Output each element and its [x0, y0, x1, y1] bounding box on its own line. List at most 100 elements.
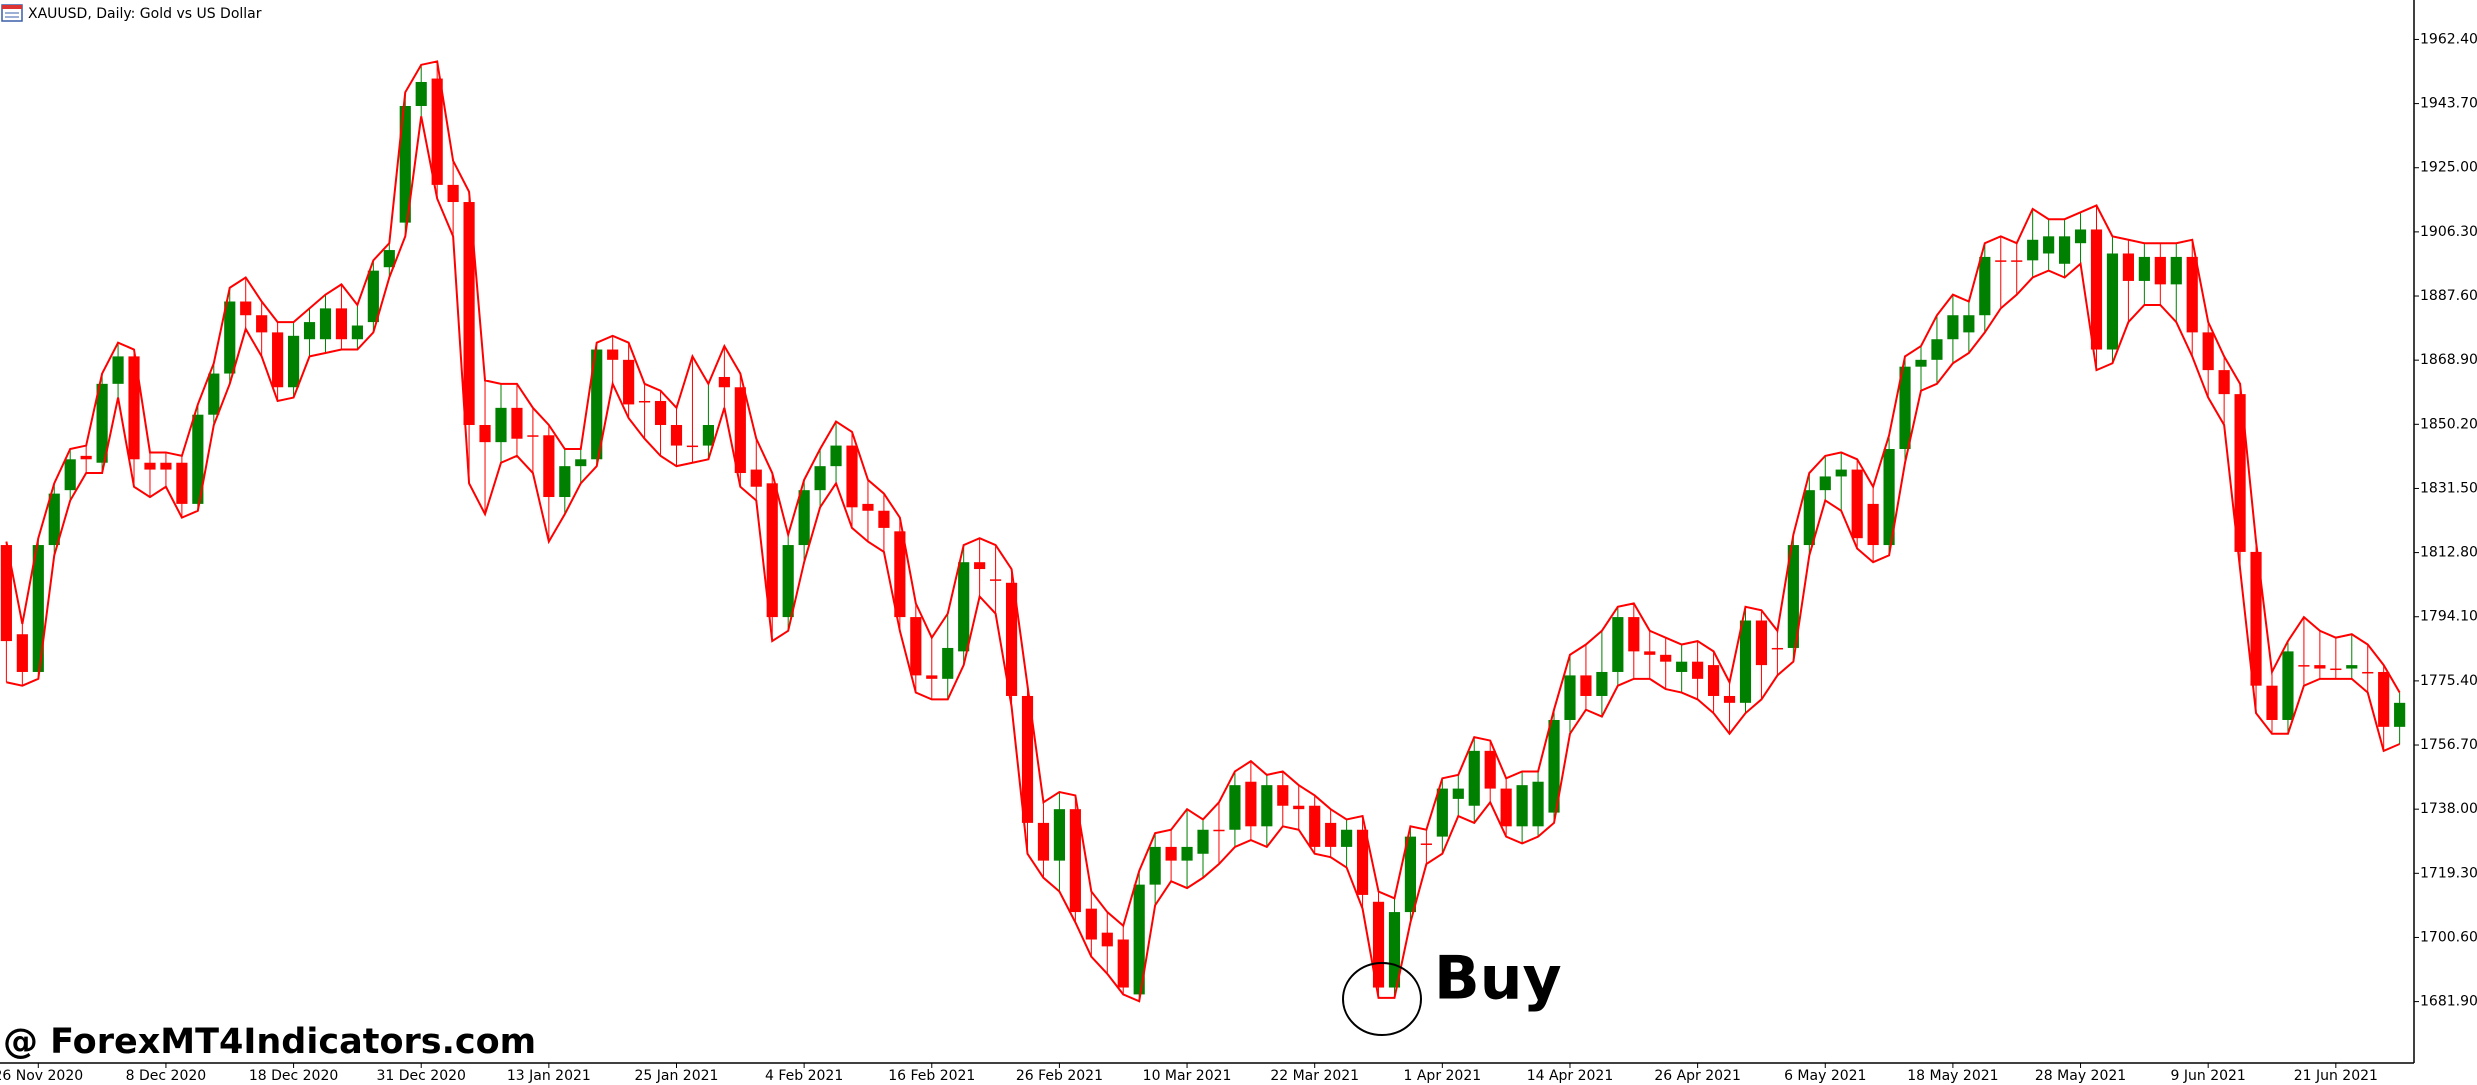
- candle-body: [80, 455, 92, 460]
- candle-body: [2027, 239, 2039, 261]
- candle-body: [846, 445, 858, 508]
- candle-body: [1707, 665, 1720, 696]
- y-tick-label: 1794.10: [2420, 609, 2477, 625]
- candle-body: [2250, 551, 2262, 686]
- candle-body: [463, 202, 475, 425]
- candle-body: [511, 407, 523, 439]
- candle-body: [1165, 846, 1177, 861]
- candle-body: [224, 301, 236, 374]
- candle-body: [2122, 253, 2134, 281]
- candle-body: [0, 545, 12, 642]
- candle-body: [639, 400, 651, 403]
- candle-body: [814, 466, 826, 491]
- buy-annotation: Buy: [1434, 944, 1562, 1014]
- candle-body: [990, 579, 1002, 581]
- candle-body: [2074, 229, 2087, 244]
- candle-body: [335, 308, 348, 340]
- candle-body: [1053, 809, 1065, 861]
- candle-body: [1692, 661, 1704, 679]
- x-tick-label: 4 Feb 2021: [765, 1068, 843, 1084]
- candle-body: [2330, 668, 2342, 671]
- candle-body: [1245, 781, 1257, 827]
- candle-body: [894, 531, 906, 618]
- candle-body: [1420, 843, 1432, 845]
- candle-body: [1452, 788, 1464, 799]
- y-tick-label: 1925.00: [2420, 160, 2477, 176]
- candle-body: [319, 308, 332, 340]
- candle-body: [1341, 829, 1353, 847]
- candle-body: [176, 462, 188, 504]
- candle-body: [1261, 785, 1273, 827]
- candle-body: [575, 459, 587, 467]
- candle-body: [2314, 665, 2326, 669]
- candle-body: [1819, 476, 1831, 491]
- candle-body: [958, 562, 970, 652]
- candle-body: [32, 545, 44, 672]
- candle-body: [1979, 256, 1991, 316]
- candle-body: [351, 325, 363, 340]
- candle-body: [1101, 932, 1113, 947]
- candle-body: [1468, 750, 1480, 806]
- candle-body: [447, 184, 459, 203]
- candle-body: [1644, 651, 1656, 655]
- candle-body: [1325, 822, 1337, 847]
- candle-body: [1548, 719, 1560, 813]
- low-envelope: [6, 116, 2401, 1003]
- candle-body: [1931, 339, 1943, 360]
- candle-body: [48, 493, 60, 546]
- candle-body: [1037, 822, 1050, 861]
- x-tick-label: 18 May 2021: [1907, 1068, 1998, 1084]
- y-tick-label: 1775.40: [2420, 673, 2477, 689]
- candle-body: [1851, 469, 1863, 539]
- candle-body: [1899, 366, 1911, 450]
- candle-body: [1484, 750, 1496, 789]
- candle-body: [1372, 901, 1385, 988]
- chart-title: XAUUSD, Daily: Gold vs US Dollar: [28, 6, 262, 22]
- candle-body: [1995, 260, 2007, 262]
- candle-body: [479, 424, 491, 443]
- x-tick-label: 26 Nov 2020: [0, 1068, 83, 1084]
- candle-body: [798, 490, 810, 546]
- candle-body: [16, 634, 28, 672]
- candle-body: [2090, 229, 2103, 350]
- candle-body: [1532, 781, 1544, 827]
- candle-body: [1739, 620, 1752, 703]
- x-tick-label: 28 May 2021: [2035, 1068, 2126, 1084]
- candle-body: [974, 562, 986, 570]
- candle-body: [2170, 256, 2182, 285]
- candle-body: [1388, 912, 1401, 988]
- candle-body: [431, 78, 443, 185]
- x-tick-label: 31 Dec 2020: [376, 1068, 465, 1084]
- candle-body: [1883, 449, 1895, 546]
- y-tick-label: 1756.70: [2420, 737, 2477, 753]
- candle-body: [1915, 359, 1927, 367]
- candle-body: [1628, 617, 1640, 652]
- candle-body: [607, 349, 619, 360]
- candle-body: [543, 435, 555, 498]
- y-tick-label: 1962.40: [2420, 31, 2477, 47]
- candle-body: [1213, 829, 1225, 832]
- candle-body: [1069, 809, 1081, 913]
- candle-body: [2234, 394, 2246, 552]
- x-tick-label: 1 Apr 2021: [1404, 1068, 1482, 1084]
- x-tick-label: 9 Jun 2021: [2171, 1068, 2246, 1084]
- candle-body: [1085, 908, 1097, 940]
- candle-body: [64, 459, 76, 491]
- candle-body: [623, 359, 635, 405]
- candle-body: [1309, 805, 1321, 847]
- x-tick-label: 18 Dec 2020: [249, 1068, 338, 1084]
- candle-body: [1516, 785, 1528, 827]
- candle-body: [1867, 503, 1879, 546]
- candle-body: [1356, 829, 1369, 895]
- candle-body: [2378, 671, 2390, 727]
- x-tick-label: 10 Mar 2021: [1143, 1068, 1232, 1084]
- x-tick-label: 16 Feb 2021: [888, 1068, 975, 1084]
- candle-body: [766, 483, 778, 618]
- y-tick-label: 1906.30: [2420, 224, 2477, 240]
- candle-body: [240, 301, 252, 316]
- candle-body: [702, 424, 714, 446]
- y-tick-label: 1812.80: [2420, 545, 2477, 561]
- candle-body: [160, 462, 172, 470]
- candle-body: [2346, 665, 2358, 669]
